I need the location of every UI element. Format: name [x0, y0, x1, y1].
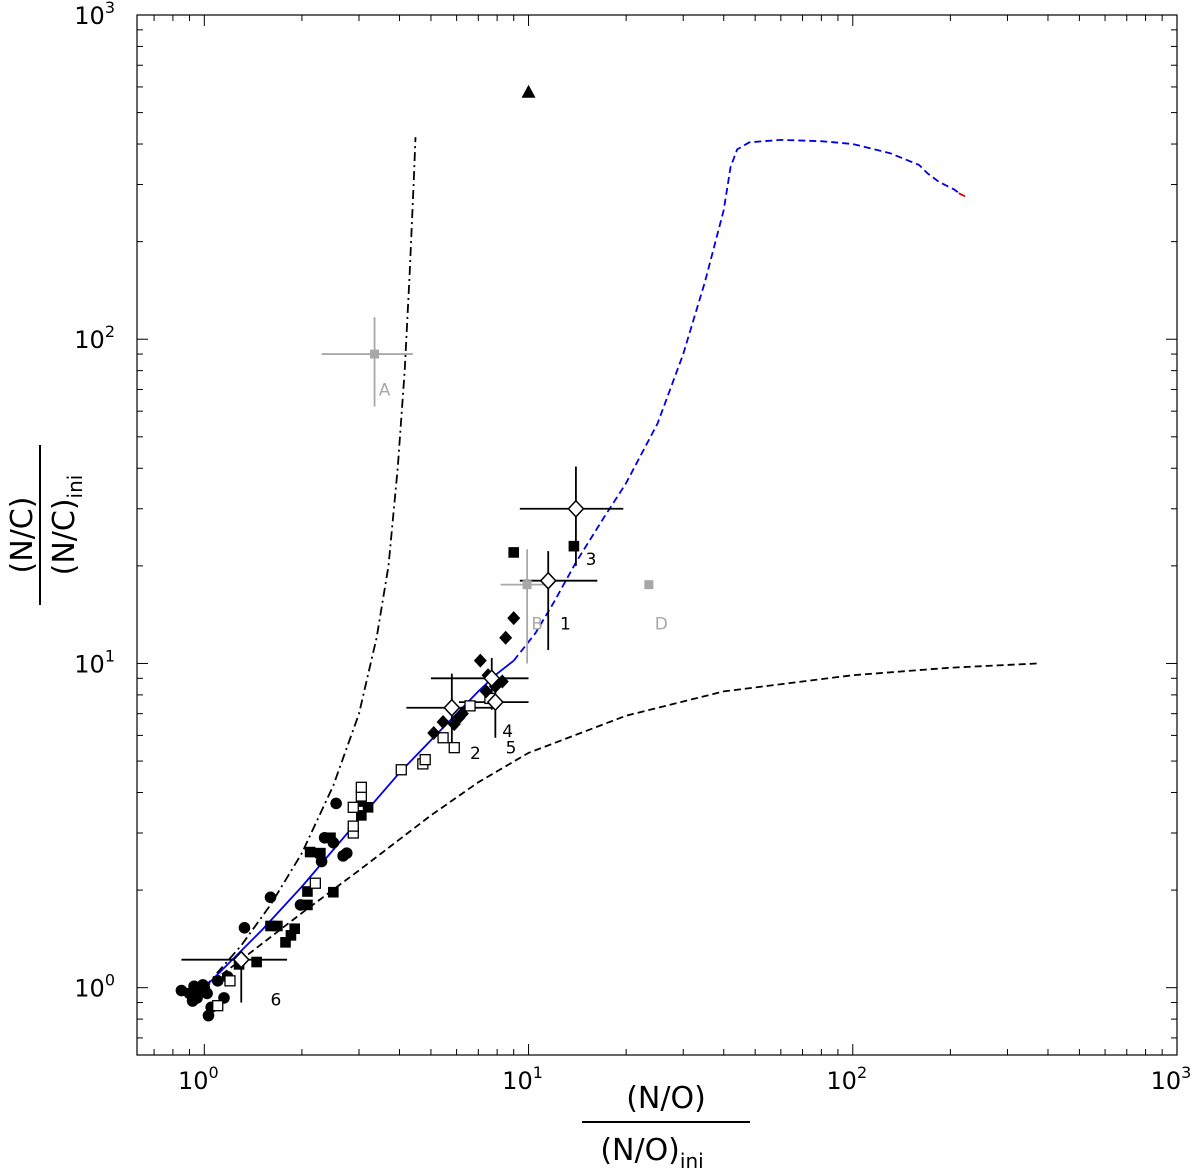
y-tick-label: 102: [74, 322, 115, 354]
data-point-square-filled: [265, 920, 276, 932]
annotation-label: A: [379, 380, 391, 400]
data-point-square-open: [464, 700, 476, 712]
data-point-square-gray: [522, 580, 532, 590]
data-point-diamond-filled: [479, 684, 493, 699]
data-point-square-filled: [302, 899, 313, 911]
data-point-diamond-filled: [507, 611, 521, 626]
data-point-square-open: [448, 741, 460, 754]
annotation-label: 2: [470, 744, 481, 764]
data-point-square-filled: [251, 956, 262, 968]
data-point-square-filled: [302, 886, 313, 897]
x-label-numerator: (N/O): [626, 1081, 706, 1116]
data-point-diamond-open: [483, 669, 501, 688]
point-annotations: A B D 1 2 3 45 6: [270, 380, 667, 1010]
x-label-denominator-main: (N/O): [600, 1133, 680, 1168]
y-label-denominator-sub: ini: [63, 475, 87, 499]
y-tick-label: 100: [74, 971, 115, 1003]
data-point-square-open: [395, 764, 407, 776]
data-point-square-filled: [356, 810, 367, 821]
data-point-triangle-filled: [521, 84, 536, 98]
data-point-circle-filled: [186, 995, 199, 1007]
data-point-diamond-filled: [427, 726, 441, 741]
y-label-denominator-main: (N/C): [47, 498, 82, 575]
data-point-diamond-filled: [499, 630, 513, 645]
data-point-square-filled: [328, 886, 339, 898]
curve-solid-4: [958, 192, 966, 198]
data-point-circle-filled: [211, 975, 224, 987]
data-point-circle-filled: [238, 922, 251, 934]
annotation-label: B: [531, 614, 543, 634]
x-tick-label: 102: [826, 1063, 867, 1095]
x-tick-label: 101: [502, 1063, 543, 1095]
data-point-square-open: [347, 820, 359, 832]
data-point-square-filled: [280, 937, 291, 948]
annotation-label: 5: [506, 739, 517, 759]
data-point-diamond-filled: [473, 653, 487, 668]
data-point-square-open: [355, 781, 367, 793]
data-point-square-open: [419, 754, 431, 766]
x-tick-label: 103: [1151, 1063, 1192, 1095]
data-point-diamond-open: [443, 698, 461, 717]
data-point-circle-filled: [340, 847, 353, 859]
data-point-diamond-open: [567, 499, 585, 518]
annotation-label: 3: [586, 550, 597, 570]
data-point-circle-filled: [315, 855, 328, 868]
errorbar: [519, 551, 598, 651]
data-point-square-filled: [304, 846, 316, 858]
annotation-label: 4: [502, 722, 513, 742]
data-point-circle-filled: [264, 891, 277, 904]
data-point-diamond-open: [232, 950, 250, 969]
data-point-square-filled: [508, 547, 520, 558]
y-label-denominator: (N/C)ini: [47, 475, 87, 576]
data-point-square-filled: [289, 923, 300, 935]
data-point-square-filled: [272, 920, 283, 932]
data-point-circle-filled: [330, 797, 342, 810]
data-point-square-open: [347, 801, 359, 813]
data-point-square-gray: [370, 349, 380, 359]
data-point-diamond-filled: [436, 714, 450, 729]
data-point-square-filled: [285, 930, 297, 941]
annotation-label: 1: [560, 614, 571, 634]
data-points: [175, 84, 654, 1022]
x-tick-label: 100: [178, 1063, 219, 1095]
y-tick-label: 103: [74, 0, 115, 30]
x-axis-label: (N/O) (N/O)ini: [582, 1081, 750, 1170]
data-point-diamond-filled: [455, 706, 469, 721]
data-point-square-open: [437, 732, 449, 744]
data-point-diamond-open: [539, 571, 557, 590]
annotation-label: 6: [270, 990, 281, 1010]
curve-dashed-3: [512, 138, 962, 662]
data-point-square-filled: [362, 802, 374, 813]
tick-labels: 100 101 102 103 100 101 102 103: [74, 0, 1191, 1095]
data-point-square-open: [212, 1000, 224, 1012]
data-point-diamond-open: [486, 693, 504, 712]
axis-ticks: [137, 14, 1178, 1055]
data-point-square-filled: [315, 847, 326, 859]
x-label-denominator-sub: ini: [680, 1149, 704, 1170]
x-label-denominator: (N/O)ini: [600, 1133, 703, 1170]
data-point-circle-filled: [197, 979, 209, 991]
data-point-square-filled: [325, 832, 336, 844]
curve-dashdot-0: [203, 137, 417, 989]
data-point-square-gray: [644, 580, 654, 590]
data-point-circle-filled: [202, 1009, 215, 1022]
y-tick-label: 101: [74, 646, 115, 678]
annotation-label: D: [655, 614, 668, 634]
y-axis-label: (N/C) (N/C)ini: [5, 445, 87, 605]
y-label-numerator: (N/C): [5, 497, 40, 574]
errorbar: [321, 317, 413, 407]
data-point-square-open: [224, 975, 236, 987]
plot-frame: [136, 14, 1178, 1056]
data-point-square-filled: [568, 540, 580, 552]
data-point-square-open: [309, 877, 321, 889]
